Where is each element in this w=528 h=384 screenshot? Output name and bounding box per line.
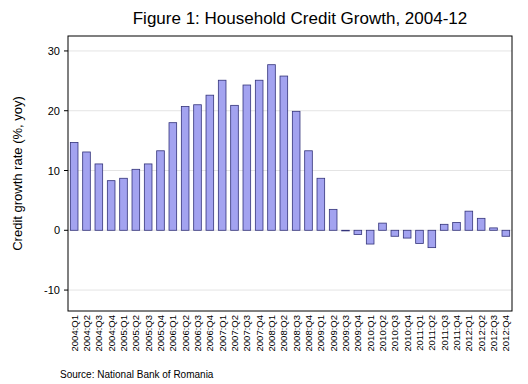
bar — [107, 181, 115, 231]
bar — [181, 107, 189, 231]
tick-label: 0 — [54, 224, 60, 236]
bar — [305, 151, 313, 231]
bar — [95, 164, 103, 230]
tick-label: 2008:Q3 — [291, 315, 302, 351]
tick-label: 2007:Q2 — [229, 315, 240, 351]
bar — [70, 142, 78, 230]
tick-label: 2009:Q2 — [328, 315, 339, 351]
tick-label: 2006:Q3 — [192, 315, 203, 351]
tick-label: 2009:Q4 — [352, 315, 363, 351]
tick-label: 2007:Q4 — [254, 315, 265, 351]
tick-label: 2005:Q4 — [155, 315, 166, 351]
tick-mark — [64, 110, 68, 111]
tick-label: 2011:Q2 — [426, 315, 437, 351]
bar — [157, 151, 165, 231]
tick-label: 2011:Q1 — [414, 315, 425, 351]
tick-mark — [64, 290, 68, 291]
tick-label: 2005:Q1 — [118, 315, 129, 351]
source: Source: National Bank of Romania — [60, 369, 214, 380]
tick-label: 2010:Q3 — [389, 315, 400, 351]
bar — [120, 178, 128, 230]
axis-label: Credit growth rate (%, yoy) — [10, 96, 25, 251]
tick-label: 2008:Q1 — [266, 315, 277, 351]
bar — [194, 105, 202, 231]
tick-label: 30 — [48, 45, 60, 57]
tick-label: 2008:Q2 — [278, 315, 289, 351]
tick-mark — [64, 50, 68, 51]
tick-label: 2012:Q4 — [500, 315, 511, 351]
bar — [292, 111, 300, 230]
tick-mark — [64, 230, 68, 231]
bar — [317, 178, 325, 230]
bar — [144, 164, 152, 230]
bar — [453, 223, 461, 231]
grid-line — [68, 50, 512, 51]
bar — [132, 169, 140, 230]
tick-label: 2009:Q1 — [315, 315, 326, 351]
tick-label: 2008:Q4 — [303, 315, 314, 351]
tick-label: 2012:Q1 — [463, 315, 474, 351]
bar — [218, 80, 226, 230]
tick-label: 2004:Q2 — [81, 315, 92, 351]
bar — [428, 230, 436, 247]
tick-label: 2010:Q2 — [377, 315, 388, 351]
tick-label: 2012:Q2 — [476, 315, 487, 351]
bar — [490, 228, 498, 230]
tick-label: 2004:Q3 — [93, 315, 104, 351]
bar — [354, 230, 362, 234]
bar — [280, 76, 288, 230]
bar — [329, 209, 337, 230]
bar — [268, 65, 276, 231]
chart: Figure 1: Household Credit Growth, 2004-… — [0, 0, 528, 384]
bar — [366, 230, 374, 244]
tick-label: 2004:Q1 — [69, 315, 80, 351]
bar — [231, 105, 239, 230]
bar — [342, 230, 350, 232]
tick-label: 2012:Q3 — [488, 315, 499, 351]
bar — [243, 85, 251, 230]
grid-line — [68, 110, 512, 111]
bar — [502, 230, 510, 236]
title: Figure 1: Household Credit Growth, 2004-… — [133, 9, 468, 28]
bar — [465, 211, 473, 230]
bars — [70, 65, 509, 248]
tick-label: 2009:Q3 — [340, 315, 351, 351]
tick-label: 2011:Q4 — [451, 315, 462, 351]
tick-label: 2005:Q2 — [130, 315, 141, 351]
bar — [416, 230, 424, 243]
tick-label: 2011:Q3 — [439, 315, 450, 351]
tick-label: 20 — [48, 105, 60, 117]
tick-label: 2005:Q3 — [143, 315, 154, 351]
grid-line — [68, 290, 512, 291]
tick-label: -10 — [44, 284, 60, 296]
tick-label: 10 — [48, 165, 60, 177]
bar — [206, 95, 214, 230]
tick-label: 2006:Q4 — [204, 315, 215, 351]
plot-frame — [68, 36, 512, 311]
tick-label: 2007:Q1 — [217, 315, 228, 351]
tick-label: 2006:Q1 — [167, 315, 178, 351]
tick-label: 2004:Q4 — [106, 315, 117, 351]
tick-label: 2010:Q1 — [365, 315, 376, 351]
bar — [83, 152, 91, 230]
bar — [403, 230, 411, 238]
bar — [255, 80, 263, 230]
tick-mark — [64, 170, 68, 171]
tick-label: 2007:Q3 — [241, 315, 252, 351]
tick-label: 2010:Q4 — [402, 315, 413, 351]
bar — [440, 224, 448, 230]
bar — [379, 223, 387, 230]
bar — [477, 218, 485, 230]
tick-label: 2006:Q2 — [180, 315, 191, 351]
bar — [391, 230, 399, 236]
bar — [169, 123, 177, 231]
